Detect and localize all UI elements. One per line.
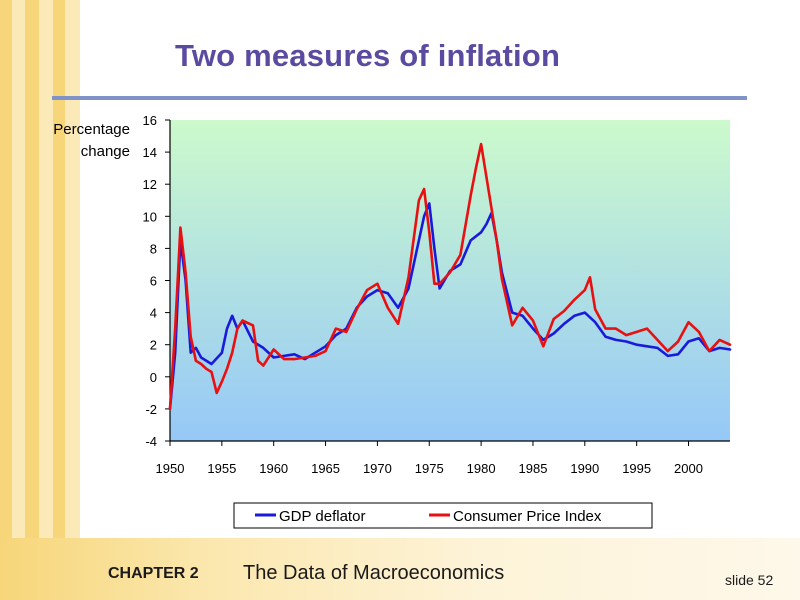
decorative-stripes <box>0 0 80 600</box>
x-tick-label: 1950 <box>156 461 185 476</box>
y-tick-label: 0 <box>150 370 157 385</box>
chapter-title: The Data of Macroeconomics <box>243 562 505 584</box>
series-line-consumer-price-index <box>168 142 732 411</box>
y-tick-label: 6 <box>150 274 157 289</box>
y-tick-label: 4 <box>150 306 157 321</box>
y-tick-label: 10 <box>143 209 157 224</box>
title-underline <box>52 96 747 100</box>
x-tick-label: 1955 <box>207 461 236 476</box>
legend-label: Consumer Price Index <box>453 508 602 525</box>
plot-area <box>170 120 730 441</box>
slide-title: Two measures of inflation <box>175 38 561 73</box>
legend-label: GDP deflator <box>279 508 365 525</box>
y-axis-label-line-2: change <box>80 143 130 160</box>
y-tick-label: 8 <box>150 241 157 256</box>
y-axis-label: Percentage change <box>20 119 130 163</box>
chapter-label: CHAPTER 2 <box>108 565 199 582</box>
y-tick-label: -2 <box>145 402 157 417</box>
x-tick-label: 1970 <box>363 461 392 476</box>
x-tick-label: 1995 <box>622 461 651 476</box>
footer-bar <box>0 538 800 600</box>
y-tick-label: -4 <box>145 434 157 449</box>
x-tick-label: 1985 <box>519 461 548 476</box>
y-tick-label: 14 <box>143 145 157 160</box>
y-tick-label: 2 <box>150 338 157 353</box>
x-tick-label: 1980 <box>467 461 496 476</box>
slide-number: slide 52 <box>725 572 774 588</box>
y-tick-label: 12 <box>143 177 157 192</box>
x-tick-label: 1975 <box>415 461 444 476</box>
y-axis-label-line-1: Percentage <box>53 121 130 138</box>
x-tick-label: 1965 <box>311 461 340 476</box>
x-tick-label: 2000 <box>674 461 703 476</box>
x-tick-label: 1990 <box>570 461 599 476</box>
y-tick-label: 16 <box>143 113 157 128</box>
x-tick-label: 1960 <box>259 461 288 476</box>
series-line-gdp-deflator <box>168 202 732 411</box>
